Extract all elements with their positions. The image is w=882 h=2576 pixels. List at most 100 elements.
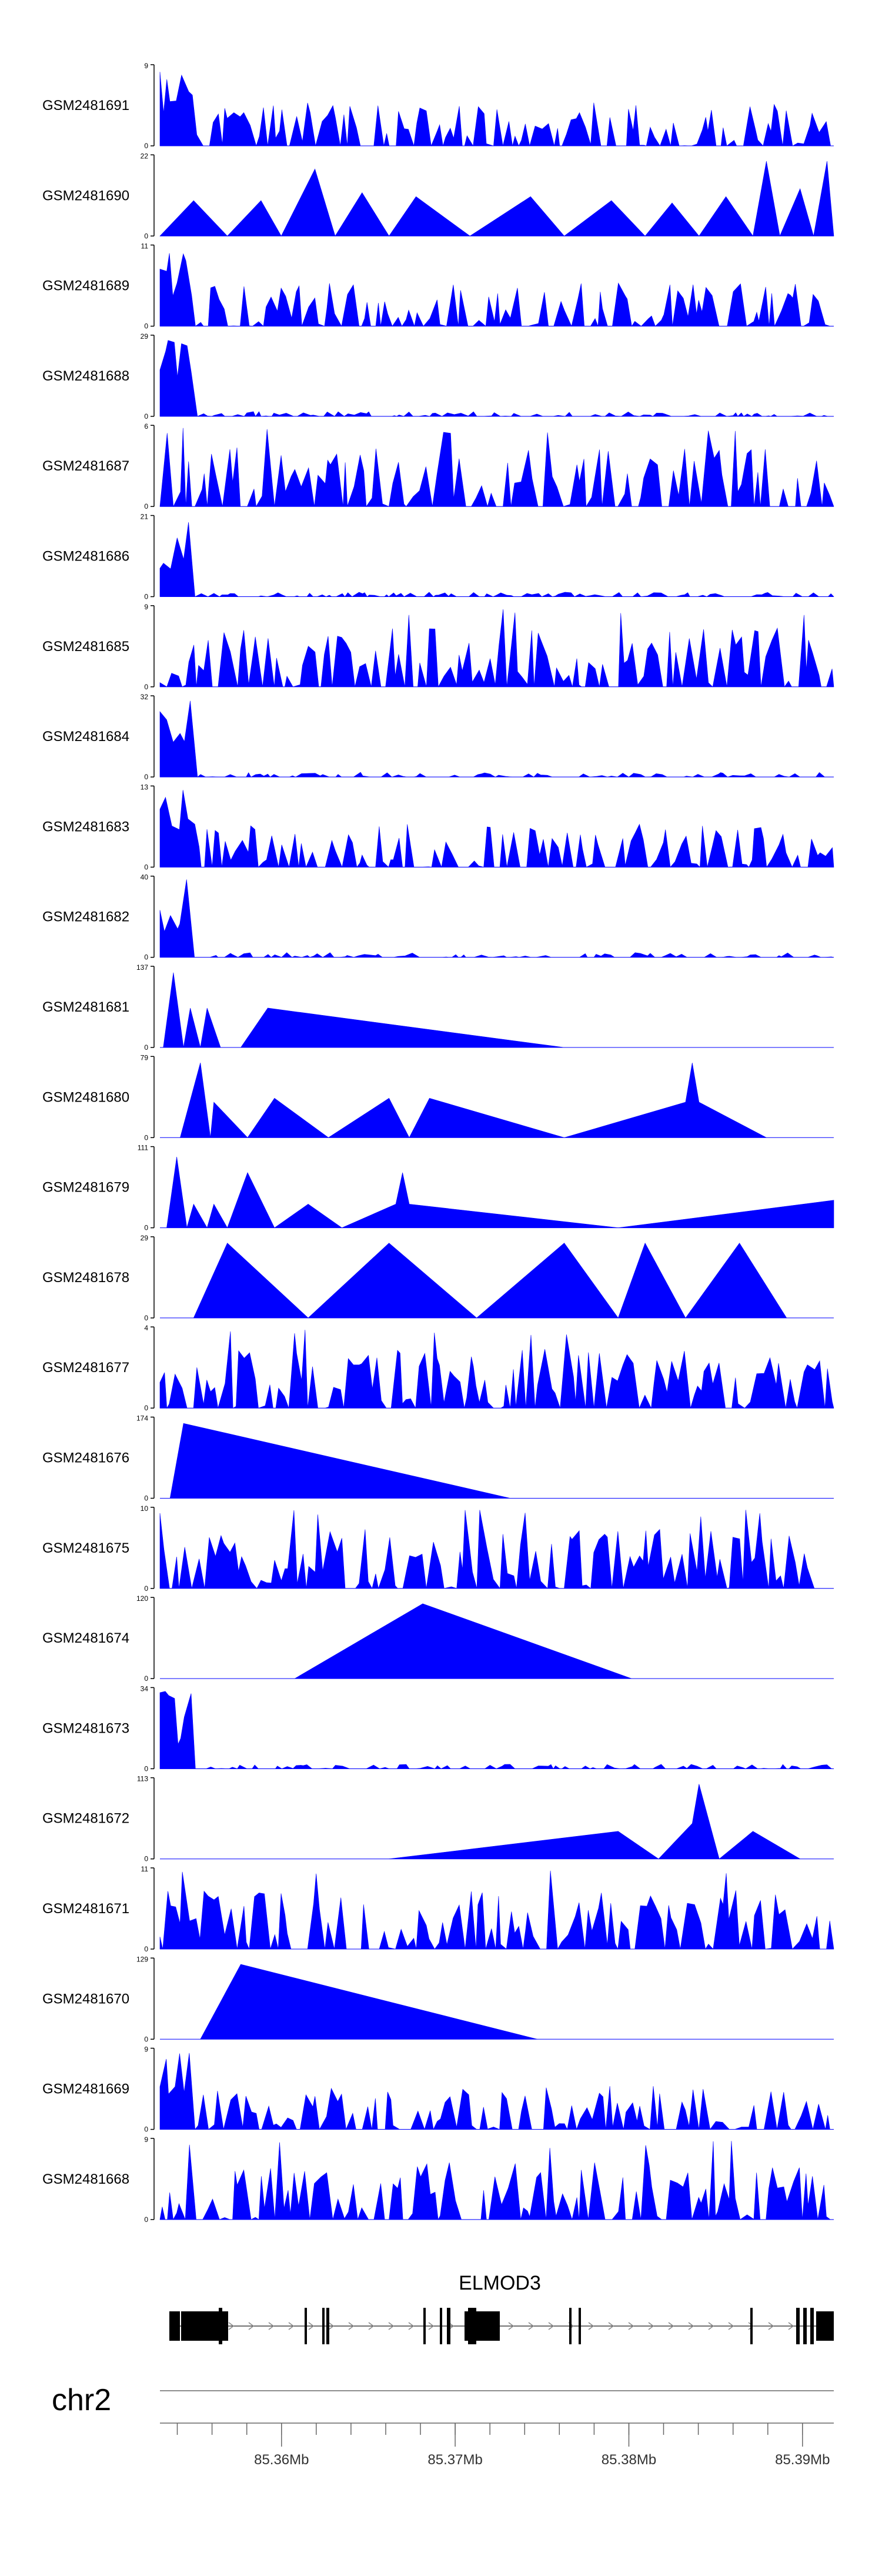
coverage-area <box>159 1330 834 1409</box>
y-max-label: 111 <box>138 1144 149 1152</box>
exon-block <box>447 2308 450 2344</box>
exon-block <box>796 2308 800 2344</box>
y-min-label: 0 <box>144 1133 148 1142</box>
exon-block <box>569 2308 572 2344</box>
exon-block <box>326 2308 329 2344</box>
track-label: GSM2481669 <box>42 2081 129 2097</box>
coverage-area <box>200 1964 537 2040</box>
gene-model-track: ELMOD3 <box>169 2272 834 2344</box>
coverage-area <box>159 1870 834 1950</box>
y-max-label: 34 <box>141 1684 149 1693</box>
y-min-label: 0 <box>144 1224 148 1232</box>
track-label: GSM2481681 <box>42 999 129 1015</box>
track-label: GSM2481680 <box>42 1089 129 1105</box>
track-label: GSM2481673 <box>42 1720 129 1736</box>
strand-chevron-icon <box>788 2322 794 2330</box>
track-label: GSM2481675 <box>42 1540 129 1556</box>
y-min-label: 0 <box>144 1674 148 1683</box>
strand-chevron-icon <box>388 2322 395 2330</box>
track-GSM2481683: GSM2481683 13 0 <box>42 783 834 871</box>
coverage-area <box>159 879 834 958</box>
exon-block <box>423 2308 426 2344</box>
track-GSM2481668: GSM2481668 9 0 <box>42 2135 834 2224</box>
y-max-label: 29 <box>141 332 149 341</box>
track-label: GSM2481686 <box>42 549 129 565</box>
exon-block <box>305 2308 307 2344</box>
track-label: GSM2481674 <box>42 1630 129 1646</box>
track-label: GSM2481682 <box>42 909 129 925</box>
y-max-label: 9 <box>144 2046 148 2054</box>
y-min-label: 0 <box>144 1945 148 1953</box>
exon-block <box>440 2308 442 2344</box>
track-label: GSM2481690 <box>42 188 129 203</box>
track-GSM2481690: GSM2481690 22 0 <box>42 152 834 240</box>
track-GSM2481680: GSM2481680 79 0 <box>42 1053 834 1142</box>
strand-chevron-icon <box>268 2322 275 2330</box>
track-GSM2481669: GSM2481669 9 0 <box>42 2046 834 2134</box>
track-GSM2481673: GSM2481673 34 0 <box>42 1684 834 1773</box>
coverage-area <box>159 72 834 147</box>
y-max-label: 9 <box>144 603 148 611</box>
strand-chevron-icon <box>668 2322 674 2330</box>
coverage-area <box>159 428 834 508</box>
track-label: GSM2481679 <box>42 1180 129 1196</box>
track-GSM2481678: GSM2481678 29 0 <box>42 1234 834 1322</box>
y-max-label: 11 <box>141 242 149 251</box>
exon-block <box>810 2308 814 2344</box>
strand-chevron-icon <box>348 2322 355 2330</box>
coverage-area <box>159 253 834 327</box>
strand-chevron-icon <box>428 2322 435 2330</box>
y-max-label: 9 <box>144 2135 148 2144</box>
coverage-area <box>193 1242 787 1319</box>
coverage-area <box>169 1423 510 1499</box>
track-label: GSM2481689 <box>42 278 129 294</box>
tick-label: 85.36Mb <box>254 2452 309 2468</box>
y-min-label: 0 <box>144 593 148 601</box>
y-min-label: 0 <box>144 412 148 421</box>
chromosome-axis-track: chr2 85.36Mb 85.37Mb 85.38Mb 85.39Mb <box>52 2383 834 2468</box>
y-min-label: 0 <box>144 1043 148 1052</box>
y-min-label: 0 <box>144 1404 148 1412</box>
y-max-label: 4 <box>144 1324 148 1332</box>
track-GSM2481684: GSM2481684 32 0 <box>42 693 834 781</box>
track-GSM2481672: GSM2481672 113 0 <box>42 1775 834 1863</box>
tick-label: 85.39Mb <box>775 2452 830 2468</box>
track-GSM2481686: GSM2481686 21 0 <box>42 513 834 601</box>
track-GSM2481688: GSM2481688 29 0 <box>42 332 834 421</box>
strand-chevron-icon <box>548 2322 554 2330</box>
coverage-area <box>159 609 834 688</box>
gene-label: ELMOD3 <box>459 2272 541 2294</box>
track-label: GSM2481691 <box>42 98 129 114</box>
coverage-area <box>159 340 834 417</box>
y-max-label: 137 <box>136 963 148 972</box>
y-max-label: 113 <box>137 1775 148 1783</box>
exon-block <box>169 2311 180 2341</box>
coverage-area <box>159 1510 834 1589</box>
track-GSM2481671: GSM2481671 11 0 <box>42 1865 834 1953</box>
y-max-label: 120 <box>136 1594 148 1603</box>
y-max-label: 29 <box>141 1234 149 1242</box>
strand-chevron-icon <box>748 2322 754 2330</box>
y-min-label: 0 <box>144 683 148 691</box>
strand-chevron-icon <box>508 2322 514 2330</box>
y-max-label: 6 <box>144 422 148 431</box>
track-GSM2481685: GSM2481685 9 0 <box>42 603 834 691</box>
exon-block <box>579 2308 581 2344</box>
strand-chevron-icon <box>248 2322 255 2330</box>
y-max-label: 79 <box>141 1053 149 1062</box>
strand-chevron-icon <box>368 2322 375 2330</box>
exon-block <box>219 2308 222 2344</box>
strand-chevron-icon <box>768 2322 774 2330</box>
y-min-label: 0 <box>144 232 148 240</box>
coverage-area <box>159 2053 834 2130</box>
y-max-label: 129 <box>136 1955 148 1963</box>
tick-label: 85.37Mb <box>427 2452 482 2468</box>
track-label: GSM2481678 <box>42 1270 129 1286</box>
track-GSM2481682: GSM2481682 40 0 <box>42 873 834 962</box>
track-label: GSM2481685 <box>42 639 129 655</box>
y-max-label: 10 <box>141 1504 149 1513</box>
track-GSM2481679: GSM2481679 111 0 <box>42 1144 834 1232</box>
strand-chevron-icon <box>528 2322 534 2330</box>
y-min-label: 0 <box>144 2035 148 2043</box>
